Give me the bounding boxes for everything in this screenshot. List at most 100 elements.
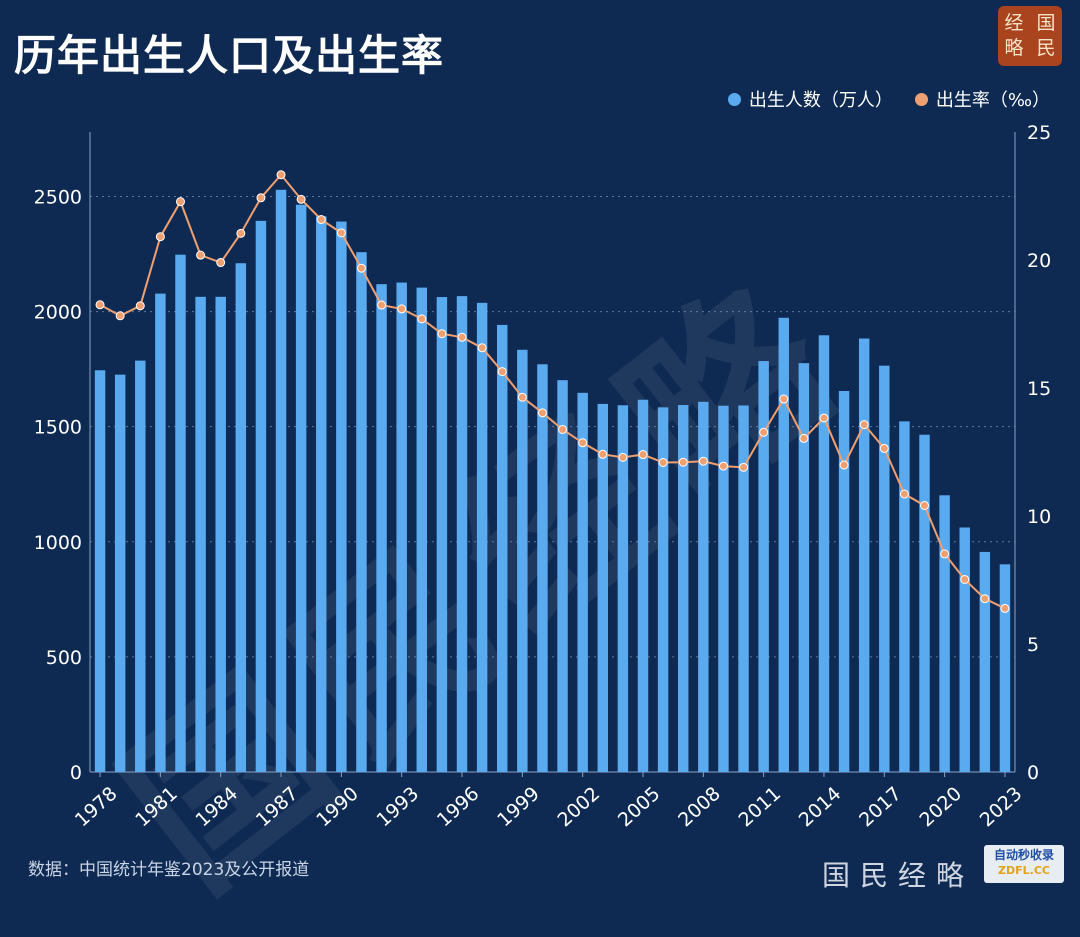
chart-legend: 出生人数（万人） 出生率（‰） bbox=[706, 86, 1050, 112]
x-tick-label: 2023 bbox=[976, 783, 1027, 832]
data-point bbox=[618, 452, 628, 462]
bar bbox=[94, 370, 106, 772]
bar bbox=[376, 284, 387, 772]
badge-line-1: 自动秒收录 bbox=[993, 848, 1054, 862]
bar bbox=[255, 220, 267, 773]
legend-item-birth-rate: 出生率（‰） bbox=[914, 86, 1050, 112]
bar bbox=[818, 335, 830, 772]
x-tick-label: 1987 bbox=[252, 783, 303, 832]
data-point bbox=[115, 311, 125, 321]
x-tick-label: 2014 bbox=[795, 783, 846, 832]
y-left-tick-label: 1500 bbox=[34, 417, 82, 439]
x-tick-label: 1996 bbox=[433, 783, 484, 832]
legend-label: 出生人数（万人） bbox=[748, 90, 893, 111]
bar bbox=[979, 551, 991, 772]
bar bbox=[617, 405, 629, 772]
bar bbox=[899, 421, 910, 772]
data-point bbox=[236, 228, 246, 238]
y-left-tick-label: 2000 bbox=[34, 302, 82, 324]
data-point bbox=[839, 460, 849, 470]
data-point bbox=[377, 300, 387, 310]
data-point bbox=[879, 443, 889, 453]
data-point bbox=[417, 314, 427, 324]
x-tick-label: 1981 bbox=[131, 783, 182, 832]
data-point bbox=[980, 594, 990, 604]
x-tick-label: 1984 bbox=[192, 783, 243, 832]
data-point bbox=[276, 170, 286, 180]
bar bbox=[999, 564, 1011, 772]
bar bbox=[235, 263, 247, 772]
bar bbox=[738, 405, 749, 772]
site-badge: 自动秒收录 ZDFL.CC bbox=[984, 845, 1064, 883]
legend-item-births: 出生人数（万人） bbox=[727, 86, 893, 112]
y-right-tick-label: 0 bbox=[1027, 762, 1039, 784]
data-point bbox=[256, 193, 266, 203]
bar bbox=[677, 405, 689, 772]
data-point bbox=[216, 258, 226, 268]
x-tick-label: 1990 bbox=[312, 783, 363, 832]
y-left-tick-label: 1000 bbox=[34, 532, 82, 554]
x-tick-label: 2020 bbox=[915, 783, 966, 832]
data-point bbox=[477, 343, 487, 353]
bar bbox=[336, 221, 347, 772]
bar bbox=[456, 296, 468, 772]
bar bbox=[657, 407, 669, 772]
data-point bbox=[578, 438, 588, 448]
data-point bbox=[196, 250, 206, 260]
data-source-note: 数据：中国统计年鉴2023及公开报道 bbox=[28, 860, 310, 880]
data-point bbox=[1000, 603, 1010, 613]
bar bbox=[135, 360, 146, 772]
badge-line-2: ZDFL.CC bbox=[998, 864, 1050, 877]
bar bbox=[316, 216, 327, 773]
data-point bbox=[678, 457, 688, 467]
footer-brand-mark: 国民经略 bbox=[822, 859, 975, 892]
data-point bbox=[437, 329, 447, 339]
bar bbox=[476, 302, 488, 772]
bar bbox=[537, 364, 548, 772]
birth-rate-line bbox=[99, 173, 1006, 610]
bar bbox=[879, 365, 890, 772]
data-point bbox=[759, 427, 769, 437]
data-point bbox=[638, 450, 648, 460]
bar bbox=[155, 293, 166, 772]
bar bbox=[396, 282, 407, 772]
data-point bbox=[517, 392, 527, 402]
data-point bbox=[155, 232, 165, 242]
data-point bbox=[698, 456, 708, 466]
logo-char: 国 bbox=[1036, 12, 1056, 34]
y-left-tick-label: 2500 bbox=[34, 186, 82, 208]
x-tick-label: 1978 bbox=[71, 783, 122, 832]
data-point bbox=[497, 367, 507, 377]
bar bbox=[195, 296, 206, 772]
bar bbox=[175, 254, 186, 773]
x-tick-label: 2002 bbox=[554, 783, 605, 832]
data-point bbox=[175, 197, 185, 207]
bar bbox=[356, 252, 367, 772]
x-tick-label: 1993 bbox=[373, 783, 424, 832]
data-point bbox=[135, 301, 145, 311]
y-right-tick-label: 20 bbox=[1027, 250, 1051, 272]
x-tick-label: 2017 bbox=[855, 783, 906, 832]
data-point bbox=[356, 263, 366, 273]
x-tick-label: 2005 bbox=[614, 783, 665, 832]
data-point bbox=[718, 461, 728, 471]
bar bbox=[919, 434, 930, 772]
data-point bbox=[779, 394, 789, 404]
y-right-tick-label: 25 bbox=[1027, 122, 1051, 144]
logo-char: 民 bbox=[1036, 37, 1056, 59]
y-left-tick-label: 0 bbox=[70, 762, 82, 784]
bar bbox=[698, 401, 709, 772]
bar bbox=[597, 403, 608, 772]
bar bbox=[959, 527, 970, 772]
bar bbox=[436, 297, 448, 772]
data-point bbox=[739, 462, 749, 472]
y-right-tick-label: 10 bbox=[1027, 506, 1051, 528]
data-point bbox=[397, 304, 407, 314]
legend-dot-icon bbox=[727, 92, 741, 106]
y-right-tick-label: 15 bbox=[1027, 378, 1051, 400]
data-point bbox=[799, 433, 809, 443]
data-point bbox=[336, 228, 346, 238]
data-point bbox=[598, 449, 608, 459]
bar bbox=[838, 390, 850, 772]
bar bbox=[215, 296, 226, 772]
